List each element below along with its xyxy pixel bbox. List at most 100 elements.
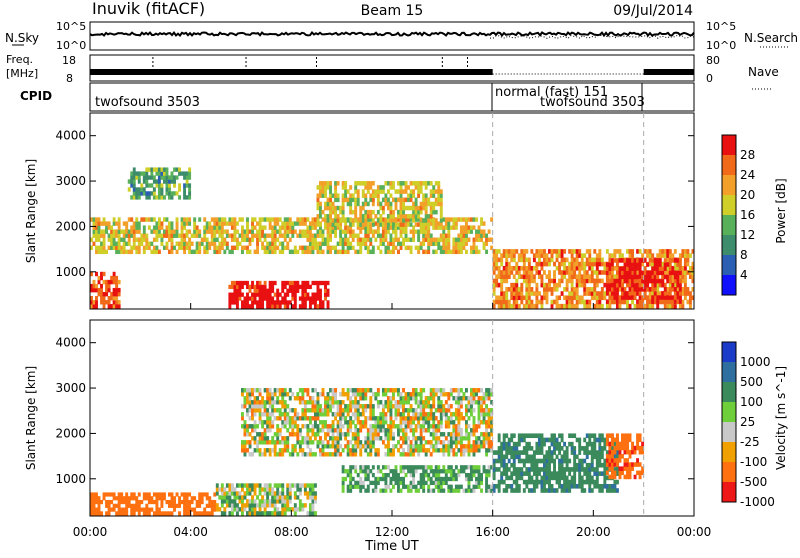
power-cell-2-137-2 [435, 242, 438, 246]
velocity-cell-4-30-5 [568, 467, 571, 472]
velocity-cell-2-96-13 [483, 400, 486, 404]
velocity-cell-4-30-1 [568, 484, 571, 489]
power-cell-2-70-8 [266, 217, 269, 221]
power-cell-2-49-1 [213, 246, 216, 250]
velocity-cell-4-30-11 [568, 442, 571, 447]
power-cell-6-13-7 [639, 271, 642, 276]
nsky-r-bottom: 10^0 [706, 39, 736, 52]
power-cell-4-9-1 [339, 218, 342, 223]
velocity-cell-1-10-0 [241, 511, 244, 515]
power-cell-1-26-6 [294, 281, 297, 285]
velocity-cell-2-66-14 [407, 396, 410, 400]
velocity-cell-2-74-14 [427, 396, 430, 400]
velocity-cell-1-26-7 [281, 483, 284, 487]
power-cell-6-6-8 [621, 266, 624, 271]
power-cell-4-17-10 [359, 181, 362, 186]
velocity-cell-3-42-3 [447, 477, 450, 481]
velocity-cell-2-26-15 [306, 392, 309, 396]
power-cell-5-75-13 [681, 249, 684, 254]
velocity-cell-4-29-0 [566, 488, 569, 493]
power-cell-5-14-10 [528, 262, 531, 267]
velocity-cell-2-39-5 [339, 432, 342, 436]
velocity-cell-0-43-5 [198, 492, 201, 496]
velocity-cell-1-17-0 [259, 511, 262, 515]
power-cell-3-6-6 [143, 171, 146, 175]
power-cell-1-13-2 [261, 296, 264, 300]
velocity-cell-4-15-2 [530, 480, 533, 485]
power-cell-2-150-6 [468, 225, 471, 229]
power-cell-2-72-6 [271, 225, 274, 229]
power-cell-2-125-1 [405, 246, 408, 250]
power-cell-5-28-9 [563, 266, 566, 271]
velocity-cell-2-36-6 [332, 428, 335, 432]
velocity-cell-2-75-16 [430, 388, 433, 392]
power-cell-5-13-7 [525, 274, 528, 279]
velocity-cell-3-34-1 [427, 485, 430, 489]
velocity-cell-2-22-15 [296, 392, 299, 396]
velocity-cell-4-30-2 [568, 480, 571, 485]
power-cell-1-11-6 [256, 281, 259, 285]
power-cell-5-36-0 [583, 304, 586, 309]
power-cell-4-41-4 [420, 206, 423, 211]
velocity-cell-2-72-4 [422, 436, 425, 440]
power-cell-1-16-2 [269, 296, 272, 300]
velocity-cell-2-45-14 [354, 396, 357, 400]
power-cell-2-116-5 [382, 229, 385, 233]
velocity-cell-0-11-5 [118, 492, 121, 496]
power-cell-4-0-2 [317, 214, 320, 219]
velocity-cell-2-33-0 [324, 452, 327, 456]
power-cell-2-20-8 [140, 217, 143, 221]
velocity-cell-2-16-15 [281, 392, 284, 396]
velocity-cell-2-5-6 [254, 428, 257, 432]
power-cell-2-52-4 [221, 233, 224, 237]
power-cell-2-92-8 [322, 217, 325, 221]
velocity-cell-2-15-9 [279, 416, 282, 420]
power-cell-4-10-9 [342, 185, 345, 190]
power-cell-6-19-10 [654, 258, 657, 263]
power-cell-4-15-2 [354, 214, 357, 219]
power-cell-4-6-5 [332, 202, 335, 207]
power-cell-5-17-13 [535, 249, 538, 254]
velocity-cell-2-24-11 [301, 408, 304, 412]
power-cell-5-11-7 [520, 274, 523, 279]
power-cell-2-153-5 [475, 229, 478, 233]
power-cell-2-14-2 [125, 242, 128, 246]
velocity-cell-2-82-5 [447, 432, 450, 436]
velocity-cell-0-31-0 [168, 511, 171, 515]
velocity-cell-1-38-1 [311, 507, 314, 511]
velocity-cell-2-54-15 [377, 392, 380, 396]
velocity-cell-2-25-16 [304, 388, 307, 392]
velocity-cell-2-35-13 [329, 400, 332, 404]
power-cell-6-26-7 [671, 271, 674, 276]
power-cell-2-36-3 [181, 238, 184, 242]
power-cell-5-11-3 [520, 291, 523, 296]
velocity-cell-2-64-10 [402, 412, 405, 416]
velocity-cell-0-14-1 [125, 508, 128, 512]
power-cell-4-48-9 [437, 185, 440, 190]
velocity-cell-4-17-2 [535, 480, 538, 485]
velocity-cell-4-29-7 [566, 459, 569, 464]
velocity-cell-2-78-6 [437, 428, 440, 432]
velocity-cell-2-82-8 [447, 420, 450, 424]
velocity-cell-2-57-4 [384, 436, 387, 440]
velocity-cell-2-84-0 [452, 452, 455, 456]
power-cell-6-9-2 [629, 291, 632, 296]
power-cell-0-7-1 [108, 300, 111, 304]
velocity-cell-4-29-10 [566, 446, 569, 451]
velocity-cell-1-22-0 [271, 511, 274, 515]
velocity-cell-4-23-9 [551, 450, 554, 455]
velocity-cell-2-13-2 [274, 444, 277, 448]
velocity-cell-2-83-15 [450, 392, 453, 396]
velocity-cell-2-4-16 [251, 388, 254, 392]
velocity-cell-2-44-1 [352, 448, 355, 452]
power-cell-3-1-3 [130, 183, 133, 187]
power-cell-2-37-4 [183, 233, 186, 237]
power-cell-2-23-8 [148, 217, 151, 221]
power-cell-5-36-10 [583, 262, 586, 267]
power-cell-2-145-8 [455, 217, 458, 221]
velocity-cell-2-6-13 [256, 400, 259, 404]
velocity-cell-2-87-5 [460, 432, 463, 436]
velocity-cell-4-24-10 [553, 446, 556, 451]
power-cell-6-23-1 [664, 295, 667, 300]
velocity-cell-2-11-14 [269, 396, 272, 400]
